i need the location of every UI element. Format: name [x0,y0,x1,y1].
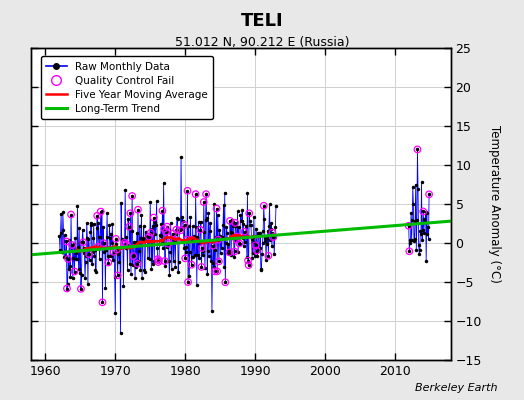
Point [68,242,77,248]
Point [147,230,155,236]
Text: TELI: TELI [241,12,283,30]
Text: 51.012 N, 90.212 E (Russia): 51.012 N, 90.212 E (Russia) [174,36,350,49]
Point [163,224,171,230]
Point [202,191,210,197]
Point [183,188,192,194]
Point [160,226,168,232]
Point [120,242,128,248]
Point [181,255,189,262]
Point [64,256,72,262]
Point [214,236,223,243]
Point [241,228,249,235]
Point [226,218,234,224]
Point [180,222,189,228]
Point [413,146,422,152]
Point [225,249,234,256]
Point [221,279,230,286]
Point [149,214,158,221]
Point [259,202,268,209]
Point [100,240,108,246]
Point [129,253,137,259]
Point [183,236,191,243]
Point [125,224,134,230]
Point [184,279,192,285]
Point [264,252,272,259]
Point [200,199,208,205]
Point [269,234,277,240]
Point [425,191,433,198]
Point [67,211,75,218]
Point [85,251,93,257]
Point [154,259,162,265]
Point [128,193,136,199]
Point [215,258,223,264]
Point [253,247,261,254]
Point [169,230,177,237]
Point [188,262,196,268]
Point [213,268,221,274]
Point [191,191,200,197]
Point [162,228,170,235]
Point [155,257,163,264]
Point [211,268,219,274]
Point [187,236,195,243]
Point [113,246,121,253]
Point [154,256,162,262]
Legend: Raw Monthly Data, Quality Control Fail, Five Year Moving Average, Long-Term Tren: Raw Monthly Data, Quality Control Fail, … [41,56,213,119]
Point [164,240,172,247]
Point [245,210,254,216]
Point [231,248,239,255]
Point [235,240,244,247]
Point [198,245,206,251]
Point [268,230,277,236]
Point [231,220,239,226]
Point [96,208,105,215]
Point [160,258,169,264]
Point [70,268,79,275]
Point [77,286,85,292]
Point [252,242,260,248]
Point [244,262,253,268]
Point [233,233,241,240]
Point [145,234,153,240]
Point [172,226,181,233]
Point [94,244,102,250]
Point [209,242,217,249]
Point [79,239,88,246]
Text: Berkeley Earth: Berkeley Earth [416,383,498,393]
Point [110,248,118,255]
Y-axis label: Temperature Anomaly (°C): Temperature Anomaly (°C) [488,125,501,283]
Point [104,259,113,266]
Point [126,210,135,216]
Point [419,208,428,215]
Point [232,236,241,243]
Point [123,242,131,248]
Point [405,248,413,254]
Point [212,205,221,212]
Point [134,206,142,213]
Point [176,227,184,234]
Point [244,258,252,264]
Point [62,238,71,245]
Point [133,260,141,267]
Point [121,240,129,246]
Point [196,226,204,233]
Point [158,208,167,214]
Point [112,236,120,242]
Point [99,299,107,306]
Point [63,285,71,292]
Point [93,212,102,219]
Point [170,238,179,244]
Point [405,223,413,229]
Point [113,272,122,278]
Point [197,264,205,270]
